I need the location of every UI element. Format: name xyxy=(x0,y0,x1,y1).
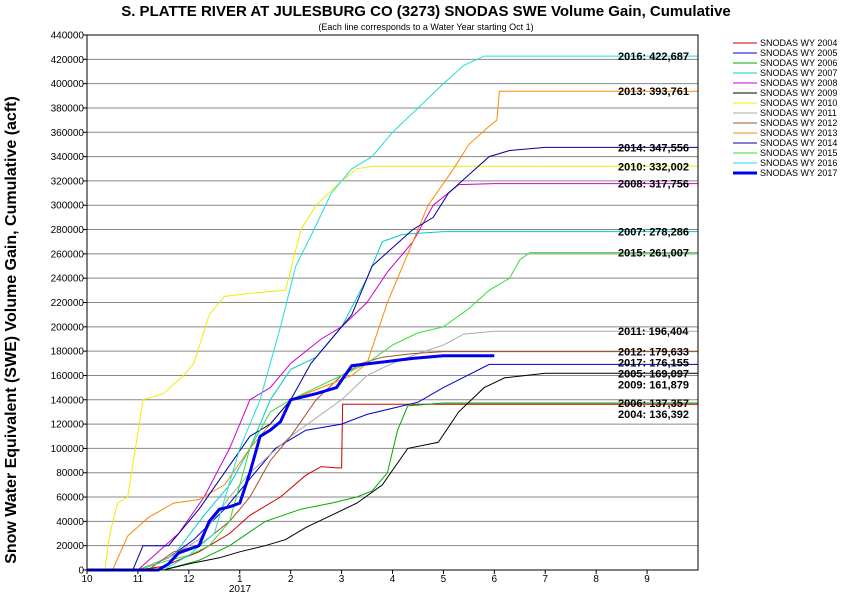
series-end-label: 2006: 137,357 xyxy=(618,398,689,410)
y-tick-label: 340000 xyxy=(51,152,85,163)
legend-entry: SNODAS WY 2008 xyxy=(760,78,837,88)
legend-entry: SNODAS WY 2009 xyxy=(760,88,837,98)
x-tick-label: 5 xyxy=(441,574,447,585)
y-tick-label: 20000 xyxy=(56,541,84,552)
legend-entry: SNODAS WY 2013 xyxy=(760,128,837,138)
grid xyxy=(87,34,698,571)
x-tick-label: 2 xyxy=(288,574,294,585)
x-tick-label: 4 xyxy=(390,574,396,585)
legend-entry: SNODAS WY 2016 xyxy=(760,158,837,168)
series-end-label: 2011: 196,404 xyxy=(618,326,689,338)
series-line xyxy=(87,402,698,571)
series-line xyxy=(87,372,698,571)
y-tick-label: 60000 xyxy=(56,493,84,504)
y-tick-label: 140000 xyxy=(51,395,85,406)
legend-entry: SNODAS WY 2017 xyxy=(760,168,837,178)
legend-entry: SNODAS WY 2010 xyxy=(760,98,837,108)
series-end-label: 2010: 332,002 xyxy=(618,161,689,173)
y-axis-label: Snow Water Equivalent (SWE) Volume Gain,… xyxy=(3,96,20,564)
series-end-label: 2014: 347,556 xyxy=(618,142,689,154)
legend-entry: SNODAS WY 2005 xyxy=(760,48,837,58)
y-tick-label: 0 xyxy=(78,566,84,577)
x-tick-label: 3 xyxy=(339,574,345,585)
y-tick-label: 40000 xyxy=(56,517,84,528)
series-lines xyxy=(87,55,698,572)
legend-entry: SNODAS WY 2007 xyxy=(760,68,837,78)
x-axis-ticks: 10 11 12 1 2 3 4 5 6 7 8 9 xyxy=(81,570,650,585)
y-tick-label: 300000 xyxy=(51,201,85,212)
x-tick-label: 1 xyxy=(237,574,243,585)
x-tick-label: 12 xyxy=(183,574,195,585)
x-tick-label: 10 xyxy=(81,574,93,585)
y-tick-label: 420000 xyxy=(51,55,85,66)
legend-entry: SNODAS WY 2004 xyxy=(760,38,837,48)
y-tick-label: 400000 xyxy=(51,79,85,90)
y-tick-label: 160000 xyxy=(51,371,85,382)
series-end-label: 2013: 393,761 xyxy=(618,86,689,98)
end-labels: 2016: 422,687 2013: 393,761 2014: 347,556 2… xyxy=(618,51,689,421)
series-line xyxy=(87,252,698,571)
legend-entry: SNODAS WY 2011 xyxy=(760,108,837,118)
series-line xyxy=(87,330,698,571)
y-tick-label: 200000 xyxy=(51,322,85,333)
y-tick-label: 260000 xyxy=(51,249,85,260)
series-end-label: 2015: 261,007 xyxy=(618,248,689,260)
chart-title: S. PLATTE RIVER AT JULESBURG CO (3273) S… xyxy=(121,3,731,20)
series-line xyxy=(87,231,698,571)
chart-subtitle: (Each line corresponds to a Water Year s… xyxy=(318,22,533,32)
series-end-label: 2007: 278,286 xyxy=(618,227,689,239)
series-end-label: 2004: 136,392 xyxy=(618,409,689,421)
x-tick-label: 11 xyxy=(133,574,144,585)
y-tick-label: 360000 xyxy=(51,128,85,139)
series-line xyxy=(87,55,698,571)
y-tick-label: 100000 xyxy=(51,444,85,455)
x-tick-label: 7 xyxy=(542,574,548,585)
y-tick-label: 240000 xyxy=(51,274,85,285)
series-line xyxy=(87,183,698,571)
series-line xyxy=(87,363,698,571)
legend-entry: SNODAS WY 2006 xyxy=(760,58,837,68)
series-end-label: 2016: 422,687 xyxy=(618,51,689,63)
y-tick-label: 380000 xyxy=(51,103,85,114)
y-tick-label: 220000 xyxy=(51,298,85,309)
y-tick-label: 80000 xyxy=(56,468,84,479)
series-end-label: 2008: 317,756 xyxy=(618,179,689,191)
series-line xyxy=(87,351,698,571)
legend-entry: SNODAS WY 2015 xyxy=(760,148,837,158)
plot-frame xyxy=(86,34,699,571)
legend-entry: SNODAS WY 2014 xyxy=(760,138,837,148)
series-line xyxy=(87,146,698,571)
series-line xyxy=(87,403,698,571)
x-axis-year-label: 2017 xyxy=(229,584,252,595)
y-axis-ticks: 0 20000 40000 60000 80000 100000 120000 140000 1… xyxy=(51,31,87,577)
y-tick-label: 280000 xyxy=(51,225,85,236)
x-tick-label: 6 xyxy=(492,574,498,585)
x-tick-label: 8 xyxy=(593,574,599,585)
y-tick-label: 440000 xyxy=(51,31,85,42)
series-line xyxy=(87,165,698,571)
series-line xyxy=(87,354,495,572)
series-line xyxy=(87,90,698,571)
y-tick-label: 120000 xyxy=(51,420,85,431)
legend-entry: SNODAS WY 2012 xyxy=(760,118,837,128)
x-tick-label: 9 xyxy=(644,574,650,585)
series-end-label: 2005: 169,097 xyxy=(618,369,689,381)
series-end-label: 2017: 176,155 xyxy=(618,358,689,370)
y-tick-label: 180000 xyxy=(51,347,85,358)
series-end-label: 2012: 179,633 xyxy=(618,347,689,359)
series-end-label: 2009: 161,879 xyxy=(618,380,689,392)
y-tick-label: 320000 xyxy=(51,176,85,187)
